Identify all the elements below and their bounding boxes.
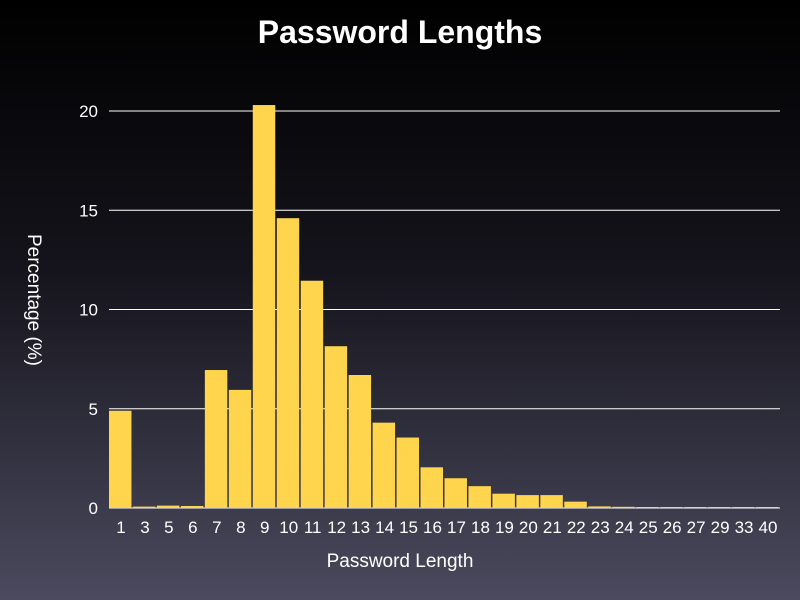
bar-24 xyxy=(612,506,635,508)
bar-21 xyxy=(540,495,563,508)
bar-33 xyxy=(732,507,755,508)
x-tick-label: 20 xyxy=(519,518,538,537)
x-tick-label: 1 xyxy=(116,518,125,537)
x-tick-label: 23 xyxy=(591,518,610,537)
bar-8 xyxy=(228,389,252,508)
bar-9 xyxy=(252,105,276,508)
bar-12 xyxy=(324,346,348,508)
bar-23 xyxy=(588,506,611,508)
bar-20 xyxy=(516,495,539,508)
bar-17 xyxy=(444,478,467,508)
y-tick-label: 0 xyxy=(89,499,98,518)
y-tick-label: 5 xyxy=(89,400,98,419)
x-tick-label: 12 xyxy=(327,518,346,537)
x-tick-label: 15 xyxy=(399,518,418,537)
x-tick-label: 24 xyxy=(615,518,634,537)
x-tick-label: 7 xyxy=(212,518,221,537)
x-tick-label: 6 xyxy=(188,518,197,537)
bar-5 xyxy=(156,505,180,508)
x-tick-label: 8 xyxy=(236,518,245,537)
x-tick-label: 21 xyxy=(543,518,562,537)
bar-25 xyxy=(636,507,659,508)
bar-18 xyxy=(468,486,491,508)
chart-title: Password Lengths xyxy=(257,14,543,50)
x-tick-label: 11 xyxy=(304,518,322,537)
bar-6 xyxy=(180,506,204,508)
x-tick-label: 22 xyxy=(567,518,586,537)
x-tick-label: 5 xyxy=(164,518,173,537)
bar-27 xyxy=(684,507,707,508)
x-tick-label: 26 xyxy=(663,518,682,537)
x-tick-label: 40 xyxy=(759,518,778,537)
x-tick-label: 19 xyxy=(495,518,514,537)
x-tick-label: 25 xyxy=(639,518,658,537)
x-tick-label: 18 xyxy=(471,518,490,537)
bar-26 xyxy=(660,507,683,508)
x-tick-label: 14 xyxy=(375,518,394,537)
x-tick-label: 33 xyxy=(735,518,754,537)
y-tick-label: 20 xyxy=(79,102,98,121)
x-axis-label: Password Length xyxy=(326,551,474,572)
bar-40 xyxy=(756,507,779,508)
bar-7 xyxy=(204,370,228,508)
x-tick-label: 16 xyxy=(423,518,442,537)
x-tick-label: 27 xyxy=(687,518,706,537)
x-tick-label: 17 xyxy=(447,518,466,537)
bar-16 xyxy=(420,467,443,508)
bar-15 xyxy=(396,437,420,508)
bar-10 xyxy=(276,218,300,508)
x-tick-label: 3 xyxy=(140,518,149,537)
bar-11 xyxy=(300,280,324,508)
x-tick-label: 10 xyxy=(279,518,298,537)
bar-22 xyxy=(564,501,587,508)
bar-14 xyxy=(372,422,396,508)
bar-1 xyxy=(109,410,132,508)
y-tick-label: 10 xyxy=(79,301,98,320)
x-tick-label: 9 xyxy=(260,518,269,537)
bar-29 xyxy=(708,507,731,508)
bar-3 xyxy=(132,506,156,508)
bar-19 xyxy=(492,493,515,508)
x-tick-label: 29 xyxy=(711,518,730,537)
bar-13 xyxy=(348,375,372,508)
x-tick-label: 13 xyxy=(351,518,370,537)
y-tick-label: 15 xyxy=(79,201,98,220)
